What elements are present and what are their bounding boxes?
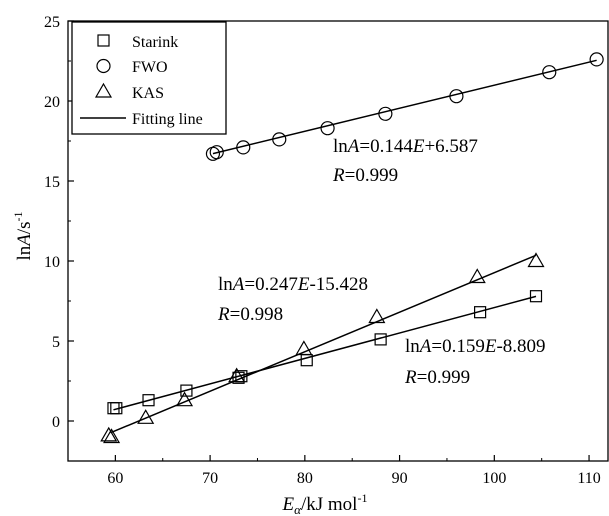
y-tick-label: 10: [44, 254, 60, 271]
x-tick-label: 60: [107, 470, 123, 487]
point-fwo: [320, 121, 335, 136]
point-kas: [468, 268, 486, 284]
y-tick-label: 25: [44, 14, 60, 31]
plot-frame: [67, 20, 609, 462]
legend-label-kas: KAS: [132, 85, 164, 102]
point-kas: [295, 340, 313, 356]
annotation-fwo-r: R=0.999: [332, 165, 398, 186]
x-tick-label: 110: [577, 470, 600, 487]
legend-label-fitting-line: Fitting line: [132, 111, 203, 128]
x-tick-label: 80: [297, 470, 313, 487]
annotation-fwo-equation: lnA=0.144E+6.587: [333, 136, 478, 157]
fitting-lines: [110, 59, 597, 434]
point-kas: [103, 428, 121, 444]
point-fwo: [272, 132, 287, 147]
y-tick-label: 15: [44, 174, 60, 191]
point-kas: [228, 367, 246, 383]
point-fwo: [209, 145, 224, 160]
point-kas: [368, 308, 386, 324]
point-starink: [529, 290, 543, 303]
point-starink: [374, 333, 387, 346]
x-tick-label: 100: [482, 470, 506, 487]
plot-border: [67, 20, 609, 462]
point-fwo: [236, 140, 251, 155]
y-axis-title: lnA/s-1: [11, 211, 35, 260]
annotation-starink-equation: lnA=0.159E-8.809: [405, 336, 546, 357]
fit-line-starink: [113, 295, 537, 411]
axis-tick-labels: 60 70 80 90 100 110 0 5 10 15 20 25: [44, 14, 601, 487]
x-tick-label: 90: [392, 470, 408, 487]
y-tick-label: 0: [52, 414, 60, 431]
fit-line-fwo: [212, 59, 597, 155]
annotation-kas: lnA=0.247E-15.428 R=0.998: [217, 274, 368, 325]
annotation-kas-r: R=0.998: [217, 304, 283, 325]
legend: Starink FWO KAS Fitting line: [71, 21, 227, 135]
fit-line-kas: [110, 254, 537, 434]
legend-circle-marker: [96, 58, 111, 74]
annotation-kas-equation: lnA=0.247E-15.428: [218, 274, 368, 295]
data-markers: [100, 52, 604, 444]
point-fwo: [378, 106, 393, 121]
point-fwo: [589, 52, 604, 67]
annotation-fwo: lnA=0.144E+6.587 R=0.999: [332, 136, 478, 186]
y-tick-label: 5: [52, 334, 60, 351]
point-kas: [175, 391, 194, 407]
legend-label-fwo: FWO: [132, 59, 168, 76]
point-kas: [100, 426, 118, 442]
point-starink: [474, 306, 487, 319]
legend-box: [71, 21, 227, 135]
point-kas: [527, 252, 545, 268]
annotation-starink-r: R=0.999: [404, 367, 470, 388]
point-kas: [137, 409, 155, 424]
point-fwo: [449, 89, 464, 104]
legend-label-starink: Starink: [132, 34, 178, 51]
x-tick-label: 70: [202, 470, 218, 487]
x-axis-title: Eα/kJ mol-1: [282, 491, 368, 516]
y-tick-label: 20: [44, 94, 60, 111]
annotation-starink: lnA=0.159E-8.809 R=0.999: [404, 336, 546, 388]
point-starink: [110, 402, 123, 415]
legend-square-marker: [97, 34, 110, 47]
legend-triangle-marker: [94, 82, 113, 98]
point-fwo: [542, 65, 557, 80]
point-starink: [142, 394, 155, 407]
axis-ticks: [67, 20, 590, 462]
